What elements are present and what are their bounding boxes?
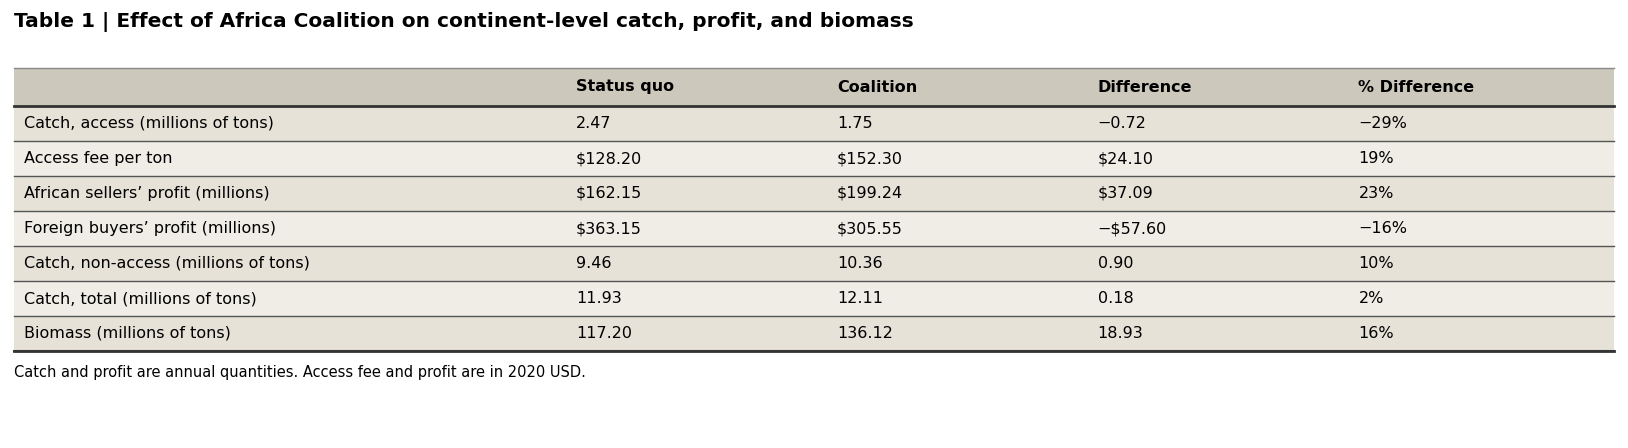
Text: $128.20: $128.20 (576, 151, 643, 166)
Bar (15, 281, 1613, 316)
Text: 10%: 10% (1358, 256, 1394, 271)
Text: 16%: 16% (1358, 326, 1394, 341)
Text: 11.93: 11.93 (576, 291, 622, 306)
Text: 19%: 19% (1358, 151, 1394, 166)
Text: 0.18: 0.18 (1097, 291, 1133, 306)
Text: −0.72: −0.72 (1097, 116, 1146, 131)
Bar (15, 176, 1613, 211)
Text: 136.12: 136.12 (837, 326, 892, 341)
Text: Table 1 | Effect of Africa Coalition on continent-level catch, profit, and bioma: Table 1 | Effect of Africa Coalition on … (15, 12, 913, 32)
Text: Catch and profit are annual quantities. Access fee and profit are in 2020 USD.: Catch and profit are annual quantities. … (15, 365, 586, 380)
Text: −29%: −29% (1358, 116, 1407, 131)
Text: Difference: Difference (1097, 79, 1192, 95)
Bar (15, 246, 1613, 281)
Bar (15, 211, 1613, 246)
Text: % Difference: % Difference (1358, 79, 1475, 95)
Bar (15, 68, 1613, 106)
Text: −16%: −16% (1358, 221, 1407, 236)
Text: 0.90: 0.90 (1097, 256, 1133, 271)
Text: −$57.60: −$57.60 (1097, 221, 1167, 236)
Text: Biomass (millions of tons): Biomass (millions of tons) (24, 326, 231, 341)
Text: 12.11: 12.11 (837, 291, 882, 306)
Text: Coalition: Coalition (837, 79, 917, 95)
Bar (15, 141, 1613, 176)
Text: Foreign buyers’ profit (millions): Foreign buyers’ profit (millions) (24, 221, 277, 236)
Bar (15, 316, 1613, 351)
Text: 10.36: 10.36 (837, 256, 882, 271)
Text: 9.46: 9.46 (576, 256, 612, 271)
Text: $305.55: $305.55 (837, 221, 902, 236)
Text: Access fee per ton: Access fee per ton (24, 151, 173, 166)
Text: 117.20: 117.20 (576, 326, 632, 341)
Text: 18.93: 18.93 (1097, 326, 1143, 341)
Text: Catch, non-access (millions of tons): Catch, non-access (millions of tons) (24, 256, 309, 271)
Text: $37.09: $37.09 (1097, 186, 1153, 201)
Text: 1.75: 1.75 (837, 116, 873, 131)
Text: Status quo: Status quo (576, 79, 674, 95)
Text: $199.24: $199.24 (837, 186, 904, 201)
Text: 2%: 2% (1358, 291, 1384, 306)
Text: Catch, access (millions of tons): Catch, access (millions of tons) (24, 116, 274, 131)
Text: African sellers’ profit (millions): African sellers’ profit (millions) (24, 186, 270, 201)
Text: Catch, total (millions of tons): Catch, total (millions of tons) (24, 291, 257, 306)
Bar (15, 106, 1613, 141)
Text: $152.30: $152.30 (837, 151, 904, 166)
Text: $363.15: $363.15 (576, 221, 641, 236)
Text: 2.47: 2.47 (576, 116, 612, 131)
Text: 23%: 23% (1358, 186, 1394, 201)
Text: $24.10: $24.10 (1097, 151, 1154, 166)
Text: $162.15: $162.15 (576, 186, 643, 201)
